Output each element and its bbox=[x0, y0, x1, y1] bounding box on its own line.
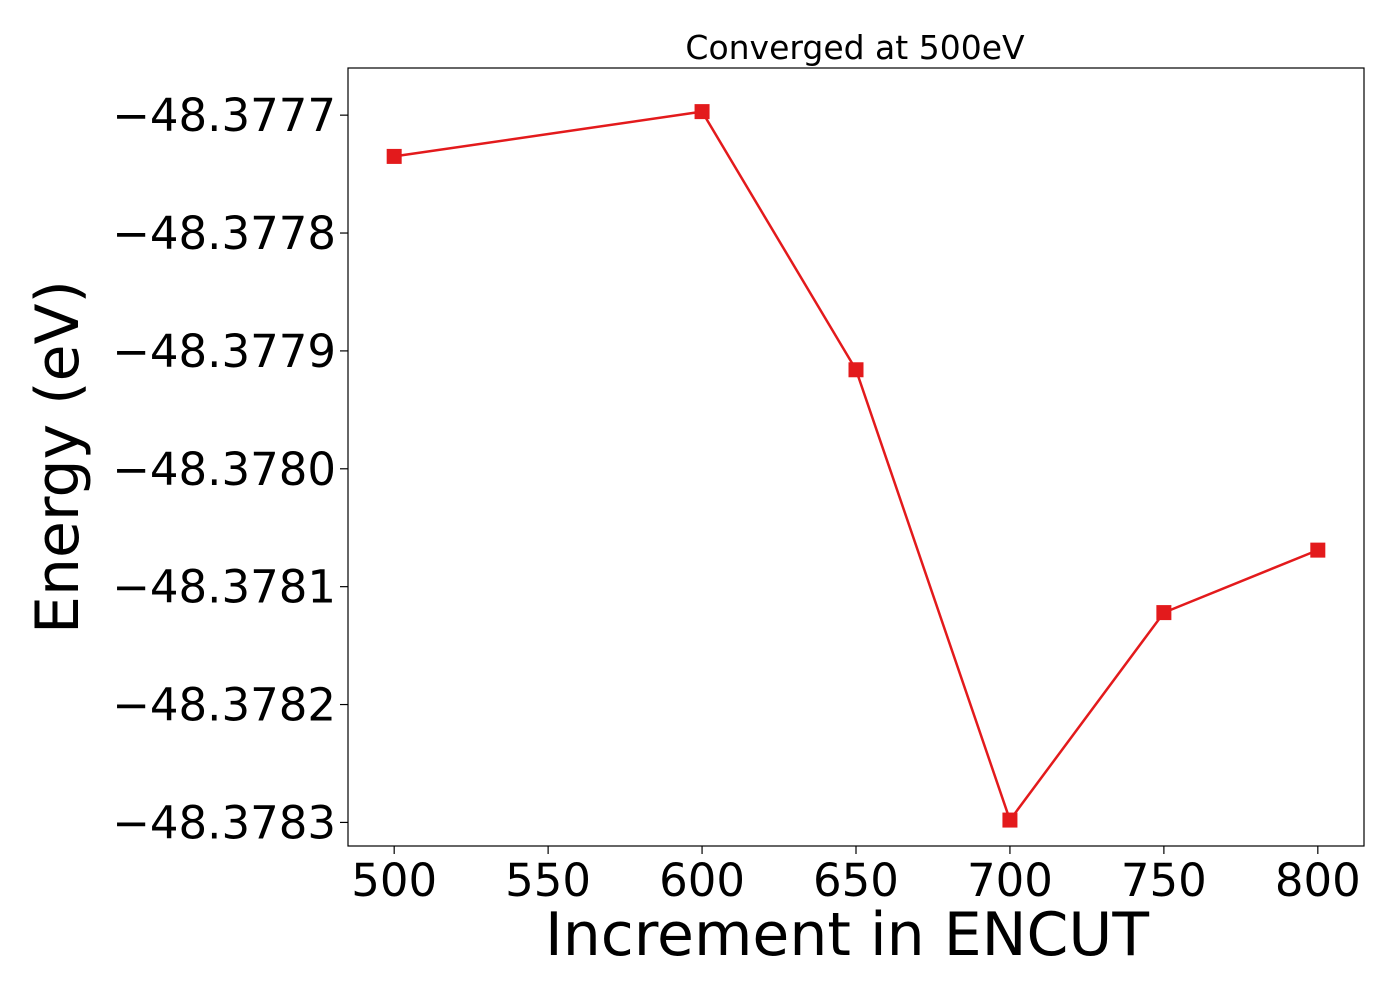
x-axis-ticks: 500 550 600 650 700 750 800 bbox=[351, 846, 1361, 907]
y-tick-label: −48.3783 bbox=[112, 796, 336, 849]
y-tick-label: −48.3779 bbox=[112, 325, 336, 378]
data-point-marker bbox=[848, 362, 864, 378]
y-tick-label: −48.3778 bbox=[112, 207, 336, 260]
y-axis-ticks: −48.3777 −48.3778 −48.3779 −48.3780 −48.3781… bbox=[112, 89, 348, 849]
data-point-marker bbox=[1002, 812, 1018, 828]
series-line bbox=[394, 110, 1319, 823]
x-axis-title: Increment in ENCUT bbox=[545, 900, 1149, 970]
x-tick-label: 600 bbox=[659, 854, 745, 907]
data-point-marker bbox=[694, 104, 710, 120]
data-point-marker bbox=[1156, 605, 1172, 621]
series-layer bbox=[386, 104, 1326, 828]
chart-title: Converged at 500eV bbox=[685, 28, 1025, 67]
y-tick-label: −48.3781 bbox=[112, 561, 336, 614]
x-tick-label: 550 bbox=[505, 854, 591, 907]
x-tick-label: 650 bbox=[813, 854, 899, 907]
x-tick-label: 800 bbox=[1275, 854, 1361, 907]
x-tick-label: 750 bbox=[1121, 854, 1207, 907]
y-tick-label: −48.3782 bbox=[112, 679, 336, 732]
y-tick-label: −48.3780 bbox=[112, 443, 336, 496]
y-axis-title: Energy (eV) bbox=[23, 280, 93, 634]
plot-frame bbox=[347, 67, 1365, 847]
y-tick-label: −48.3777 bbox=[112, 89, 336, 142]
data-point-marker bbox=[386, 148, 402, 164]
data-point-marker bbox=[1310, 542, 1326, 558]
x-tick-label: 500 bbox=[351, 854, 437, 907]
x-tick-label: 700 bbox=[967, 854, 1053, 907]
